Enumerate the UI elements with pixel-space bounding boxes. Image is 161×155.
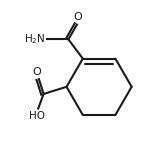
Text: H$_2$N: H$_2$N [24, 33, 45, 46]
Text: HO: HO [29, 111, 45, 121]
Text: O: O [32, 67, 41, 77]
Text: O: O [73, 12, 82, 22]
